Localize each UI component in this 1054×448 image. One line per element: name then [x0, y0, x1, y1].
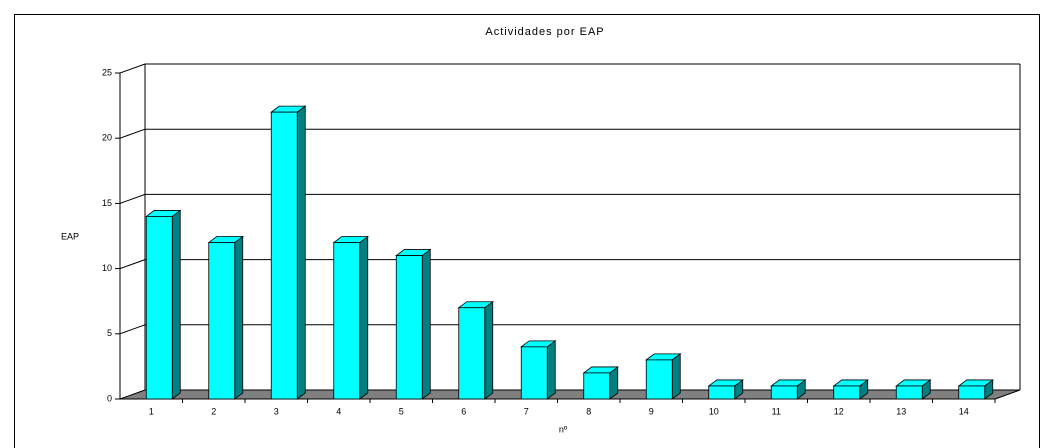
x-tick-label: 5 — [399, 406, 404, 416]
x-tick-label: 10 — [709, 406, 719, 416]
bar — [395, 255, 423, 400]
bar — [145, 216, 173, 400]
bar-side — [421, 248, 431, 400]
bar-side — [296, 105, 306, 400]
chart-title: Actividades por EAP — [485, 26, 604, 38]
grid-line — [119, 193, 146, 204]
floor — [119, 389, 1021, 400]
y-tick-label: 15 — [102, 198, 112, 208]
x-tick-label: 9 — [649, 406, 654, 416]
x-tick-label: 1 — [149, 406, 154, 416]
bar-side — [171, 209, 181, 400]
grid-line — [119, 259, 146, 270]
bar-side — [671, 353, 681, 400]
x-tick-label: 14 — [959, 406, 969, 416]
x-axis — [994, 389, 1021, 400]
bar — [270, 111, 298, 400]
x-tick-label: 8 — [586, 406, 591, 416]
y-axis-label: EAP — [61, 231, 79, 241]
y-tick-label: 25 — [102, 67, 112, 77]
y-tick-label: 5 — [107, 328, 112, 338]
bar — [770, 385, 798, 400]
y-tick-label: 10 — [102, 263, 112, 273]
grid-line — [119, 324, 146, 335]
x-tick-label: 12 — [834, 406, 844, 416]
x-tick-label: 13 — [896, 406, 906, 416]
y-tick-label: 0 — [107, 393, 112, 403]
bar — [895, 385, 923, 400]
bar — [208, 242, 236, 400]
grid-line — [119, 63, 146, 74]
bar — [333, 242, 361, 400]
x-tick-label: 11 — [772, 406, 781, 416]
bar — [958, 385, 986, 400]
bar — [645, 359, 673, 400]
y-tick-label: 20 — [102, 133, 112, 143]
grid-line — [119, 128, 146, 139]
bar-side — [234, 235, 244, 400]
x-tick-label: 4 — [336, 406, 341, 416]
bar — [520, 346, 548, 400]
x-tick-label: 6 — [461, 406, 466, 416]
bar-side — [484, 300, 494, 400]
x-tick-label: 7 — [524, 406, 529, 416]
bar-side — [359, 235, 369, 400]
bar-side — [546, 340, 556, 400]
bar — [833, 385, 861, 400]
x-tick-label: 3 — [274, 406, 279, 416]
grid-line — [119, 389, 146, 400]
bar — [458, 307, 486, 400]
x-axis-label: nº — [559, 424, 568, 434]
x-tick-label: 2 — [211, 406, 216, 416]
bar — [708, 385, 736, 400]
bar — [583, 372, 611, 400]
